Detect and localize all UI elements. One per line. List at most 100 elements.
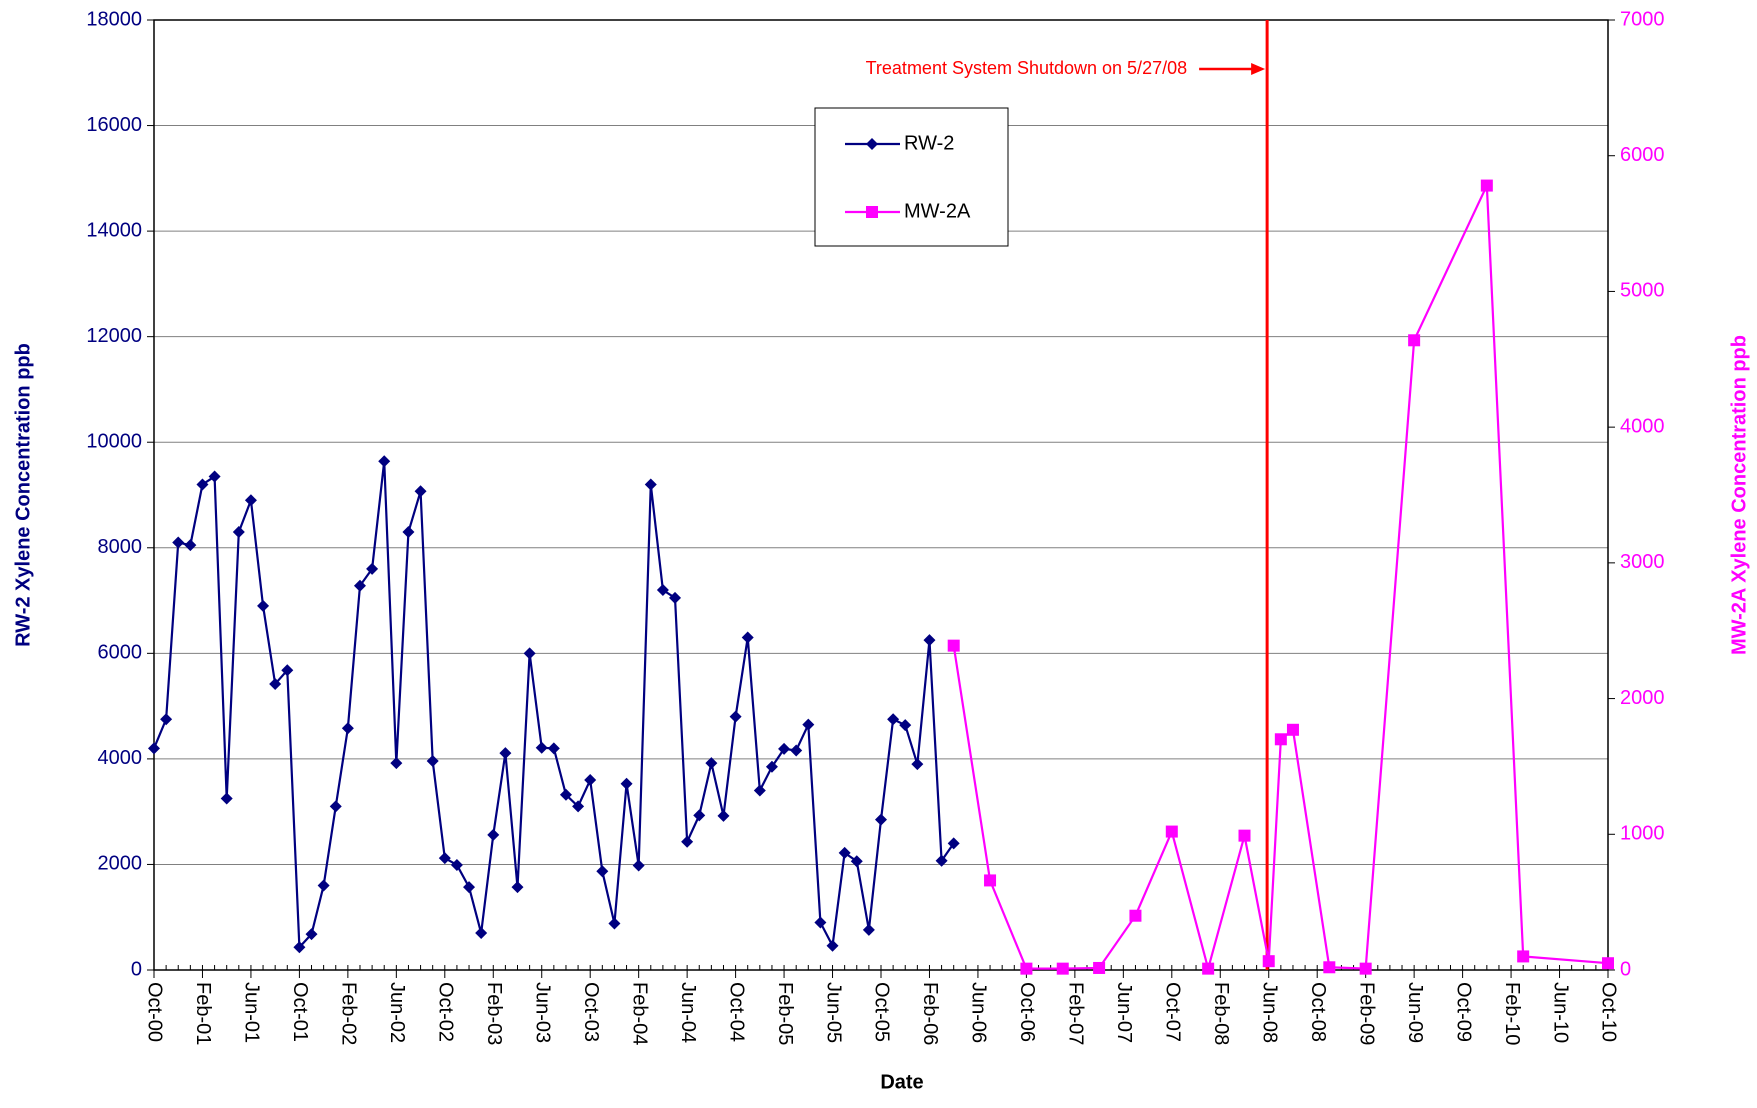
marker xyxy=(923,634,936,647)
marker xyxy=(681,835,694,848)
marker xyxy=(463,881,476,894)
marker xyxy=(160,713,173,726)
marker xyxy=(669,591,682,604)
x-tick-label: Jun-06 xyxy=(968,982,990,1043)
marker xyxy=(656,584,669,596)
x-axis-label: Date xyxy=(880,1071,923,1093)
marker xyxy=(281,664,294,677)
marker xyxy=(1408,334,1421,347)
marker xyxy=(887,713,900,726)
y-tick-label: 6000 xyxy=(98,642,143,664)
marker xyxy=(1274,733,1287,746)
marker xyxy=(196,478,209,491)
marker xyxy=(414,485,427,498)
marker xyxy=(257,599,270,612)
marker xyxy=(1093,961,1106,974)
marker xyxy=(850,855,863,868)
y2-tick-label: 2000 xyxy=(1620,687,1665,709)
annotation-arrowhead xyxy=(1251,63,1266,75)
marker xyxy=(1480,179,1493,192)
marker xyxy=(608,917,621,930)
x-tick-label: Oct-05 xyxy=(871,982,893,1042)
marker xyxy=(535,741,548,754)
marker xyxy=(862,923,875,936)
x-tick-label: Oct-01 xyxy=(289,982,311,1042)
x-tick-label: Feb-05 xyxy=(774,982,796,1045)
x-tick-label: Feb-09 xyxy=(1355,982,1377,1045)
marker xyxy=(765,760,778,773)
marker xyxy=(450,858,463,871)
marker xyxy=(1517,950,1530,963)
x-tick-label: Feb-10 xyxy=(1501,982,1523,1045)
marker xyxy=(293,941,306,954)
marker xyxy=(947,639,960,652)
x-tick-label: Jun-01 xyxy=(241,982,263,1043)
marker xyxy=(741,631,754,644)
marker xyxy=(475,927,488,940)
series-line xyxy=(952,185,1609,973)
y2-axis-label: MW-2A Xylene Concentration ppb xyxy=(1728,335,1750,655)
plot-frame xyxy=(153,19,1609,971)
marker xyxy=(353,579,366,592)
marker xyxy=(705,757,718,770)
x-tick-label: Feb-01 xyxy=(192,982,214,1045)
marker xyxy=(1020,962,1033,975)
marker xyxy=(826,939,839,952)
marker xyxy=(875,813,887,826)
marker xyxy=(426,755,439,767)
legend-label: RW-2 xyxy=(904,132,954,154)
y-tick-label: 10000 xyxy=(86,431,142,453)
marker xyxy=(899,719,912,732)
y2-tick-label: 3000 xyxy=(1620,551,1665,573)
y-tick-label: 0 xyxy=(131,958,142,980)
legend: RW-2 MW-2A xyxy=(814,107,1009,247)
x-tick-label: Oct-08 xyxy=(1307,982,1329,1042)
x-tick-label: Jun-09 xyxy=(1404,982,1426,1043)
marker xyxy=(717,809,730,822)
marker xyxy=(220,792,233,805)
marker xyxy=(620,777,633,790)
marker xyxy=(778,742,791,755)
marker xyxy=(1602,957,1614,970)
y-tick-label: 4000 xyxy=(98,747,143,769)
x-tick-label: Feb-06 xyxy=(919,982,941,1045)
marker xyxy=(559,788,572,801)
marker xyxy=(947,837,960,850)
x-tick-label: Jun-07 xyxy=(1113,982,1135,1043)
marker xyxy=(232,525,245,538)
x-tick-label: Oct-09 xyxy=(1452,982,1474,1042)
marker xyxy=(1129,909,1142,922)
x-tick-label: Oct-06 xyxy=(1016,982,1038,1042)
y-tick-label: 16000 xyxy=(86,114,142,136)
marker xyxy=(753,784,766,797)
marker xyxy=(523,647,536,660)
marker xyxy=(269,677,282,690)
x-tick-label: Jun-02 xyxy=(386,982,408,1043)
marker xyxy=(1056,962,1069,975)
x-tick-label: Oct-03 xyxy=(580,982,602,1042)
marker xyxy=(1202,962,1215,975)
marker xyxy=(172,536,185,549)
y2-tick-label: 6000 xyxy=(1620,144,1665,166)
marker xyxy=(838,846,851,859)
x-tick-label: Jun-04 xyxy=(677,982,699,1043)
x-tick-label: Oct-02 xyxy=(435,982,457,1042)
y-tick-label: 2000 xyxy=(98,853,143,875)
marker xyxy=(305,928,318,941)
marker xyxy=(499,747,512,760)
marker xyxy=(693,809,706,822)
marker xyxy=(802,718,815,731)
marker xyxy=(1359,962,1372,975)
x-tick-label: Feb-08 xyxy=(1210,982,1232,1045)
marker xyxy=(814,916,827,929)
marker xyxy=(572,800,585,813)
marker xyxy=(402,525,415,538)
y-tick-label: 18000 xyxy=(86,8,142,30)
legend-swatch xyxy=(866,138,878,150)
x-tick-label: Oct-07 xyxy=(1162,982,1184,1042)
legend-label: MW-2A xyxy=(904,200,971,222)
marker xyxy=(378,455,391,468)
marker xyxy=(790,744,803,757)
y-tick-label: 12000 xyxy=(86,325,142,347)
